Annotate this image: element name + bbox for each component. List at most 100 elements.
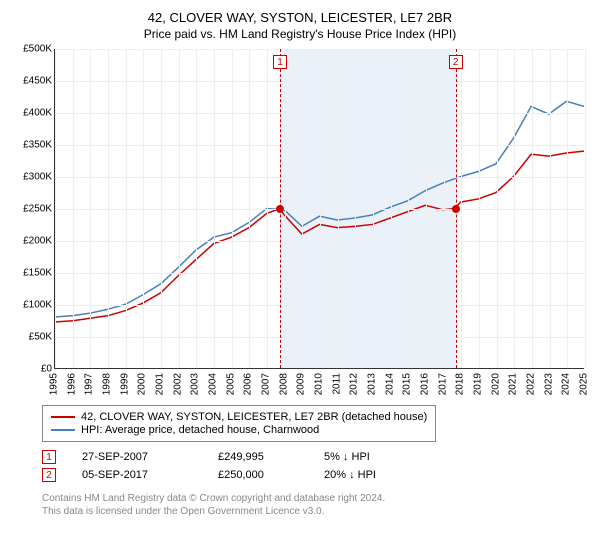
gridline-v bbox=[355, 49, 356, 368]
y-tick-label: £150K bbox=[23, 268, 52, 279]
gridline-v bbox=[302, 49, 303, 368]
gridline-v bbox=[232, 49, 233, 368]
gridline-v bbox=[550, 49, 551, 368]
x-axis: 1995199619971998199920002001200220032004… bbox=[54, 371, 584, 401]
x-tick-label: 2001 bbox=[155, 373, 166, 395]
event-marker-box: 2 bbox=[42, 468, 56, 482]
gridline-v bbox=[108, 49, 109, 368]
y-tick-label: £400K bbox=[23, 108, 52, 119]
gridline-v bbox=[426, 49, 427, 368]
gridline-v bbox=[143, 49, 144, 368]
gridline-v bbox=[461, 49, 462, 368]
x-tick-label: 1996 bbox=[66, 373, 77, 395]
gridline-v bbox=[532, 49, 533, 368]
gridline-v bbox=[479, 49, 480, 368]
y-tick-label: £100K bbox=[23, 300, 52, 311]
chart: £0£50K£100K£150K£200K£250K£300K£350K£400… bbox=[8, 49, 592, 399]
legend-item: 42, CLOVER WAY, SYSTON, LEICESTER, LE7 2… bbox=[51, 411, 427, 423]
event-delta: 20% ↓ HPI bbox=[324, 469, 376, 481]
gridline-v bbox=[196, 49, 197, 368]
plot-area: 12 bbox=[54, 49, 584, 369]
gridline-v bbox=[73, 49, 74, 368]
x-tick-label: 2003 bbox=[190, 373, 201, 395]
legend-item: HPI: Average price, detached house, Char… bbox=[51, 424, 427, 436]
gridline-v bbox=[126, 49, 127, 368]
event-price: £249,995 bbox=[218, 451, 298, 463]
event-row: 2 05-SEP-2017 £250,000 20% ↓ HPI bbox=[42, 468, 592, 482]
x-tick-label: 2005 bbox=[225, 373, 236, 395]
gridline-v bbox=[285, 49, 286, 368]
event-date: 27-SEP-2007 bbox=[82, 451, 192, 463]
footer-line: Contains HM Land Registry data © Crown c… bbox=[42, 492, 592, 505]
gridline-v bbox=[90, 49, 91, 368]
footer: Contains HM Land Registry data © Crown c… bbox=[42, 492, 592, 518]
event-delta: 5% ↓ HPI bbox=[324, 451, 370, 463]
x-tick-label: 2006 bbox=[243, 373, 254, 395]
gridline-v bbox=[585, 49, 586, 368]
gridline-v bbox=[161, 49, 162, 368]
x-tick-label: 1998 bbox=[102, 373, 113, 395]
gridline-v bbox=[267, 49, 268, 368]
marker-box: 1 bbox=[273, 55, 287, 69]
y-tick-label: £200K bbox=[23, 236, 52, 247]
legend: 42, CLOVER WAY, SYSTON, LEICESTER, LE7 2… bbox=[42, 405, 436, 442]
x-tick-label: 2016 bbox=[420, 373, 431, 395]
x-tick-label: 2002 bbox=[172, 373, 183, 395]
x-tick-label: 2018 bbox=[455, 373, 466, 395]
x-tick-label: 2011 bbox=[331, 373, 342, 395]
x-tick-label: 2022 bbox=[526, 373, 537, 395]
gridline-v bbox=[338, 49, 339, 368]
event-row: 1 27-SEP-2007 £249,995 5% ↓ HPI bbox=[42, 450, 592, 464]
y-tick-label: £450K bbox=[23, 76, 52, 87]
x-tick-label: 2023 bbox=[543, 373, 554, 395]
x-tick-label: 2013 bbox=[367, 373, 378, 395]
x-tick-label: 2007 bbox=[261, 373, 272, 395]
gridline-v bbox=[373, 49, 374, 368]
event-marker-box: 1 bbox=[42, 450, 56, 464]
x-tick-label: 1997 bbox=[84, 373, 95, 395]
x-tick-label: 2004 bbox=[208, 373, 219, 395]
event-date: 05-SEP-2017 bbox=[82, 469, 192, 481]
marker-box: 2 bbox=[449, 55, 463, 69]
gridline-v bbox=[514, 49, 515, 368]
x-tick-label: 2020 bbox=[490, 373, 501, 395]
gridline-v bbox=[249, 49, 250, 368]
x-tick-label: 1995 bbox=[49, 373, 60, 395]
legend-label: 42, CLOVER WAY, SYSTON, LEICESTER, LE7 2… bbox=[81, 411, 427, 423]
x-tick-label: 2000 bbox=[137, 373, 148, 395]
event-price: £250,000 bbox=[218, 469, 298, 481]
gridline-v bbox=[408, 49, 409, 368]
x-tick-label: 2012 bbox=[349, 373, 360, 395]
x-tick-label: 2015 bbox=[402, 373, 413, 395]
x-tick-label: 2021 bbox=[508, 373, 519, 395]
x-tick-label: 1999 bbox=[119, 373, 130, 395]
y-tick-label: £350K bbox=[23, 140, 52, 151]
legend-swatch bbox=[51, 429, 75, 431]
legend-swatch bbox=[51, 416, 75, 418]
x-tick-label: 2024 bbox=[561, 373, 572, 395]
marker-dot bbox=[276, 205, 284, 213]
gridline-v bbox=[567, 49, 568, 368]
marker-dot bbox=[452, 205, 460, 213]
gridline-v bbox=[497, 49, 498, 368]
events-table: 1 27-SEP-2007 £249,995 5% ↓ HPI 2 05-SEP… bbox=[42, 450, 592, 482]
x-tick-label: 2010 bbox=[314, 373, 325, 395]
x-tick-label: 2008 bbox=[278, 373, 289, 395]
gridline-v bbox=[214, 49, 215, 368]
gridline-v bbox=[320, 49, 321, 368]
page-subtitle: Price paid vs. HM Land Registry's House … bbox=[8, 27, 592, 41]
y-tick-label: £250K bbox=[23, 204, 52, 215]
page-title: 42, CLOVER WAY, SYSTON, LEICESTER, LE7 2… bbox=[8, 10, 592, 25]
x-tick-label: 2025 bbox=[579, 373, 590, 395]
gridline-v bbox=[444, 49, 445, 368]
y-tick-label: £50K bbox=[29, 332, 52, 343]
gridline-v bbox=[179, 49, 180, 368]
footer-line: This data is licensed under the Open Gov… bbox=[42, 505, 592, 518]
y-tick-label: £300K bbox=[23, 172, 52, 183]
y-axis: £0£50K£100K£150K£200K£250K£300K£350K£400… bbox=[8, 49, 54, 369]
x-tick-label: 2014 bbox=[384, 373, 395, 395]
gridline-v bbox=[55, 49, 56, 368]
x-tick-label: 2019 bbox=[473, 373, 484, 395]
gridline-v bbox=[391, 49, 392, 368]
legend-label: HPI: Average price, detached house, Char… bbox=[81, 424, 319, 436]
